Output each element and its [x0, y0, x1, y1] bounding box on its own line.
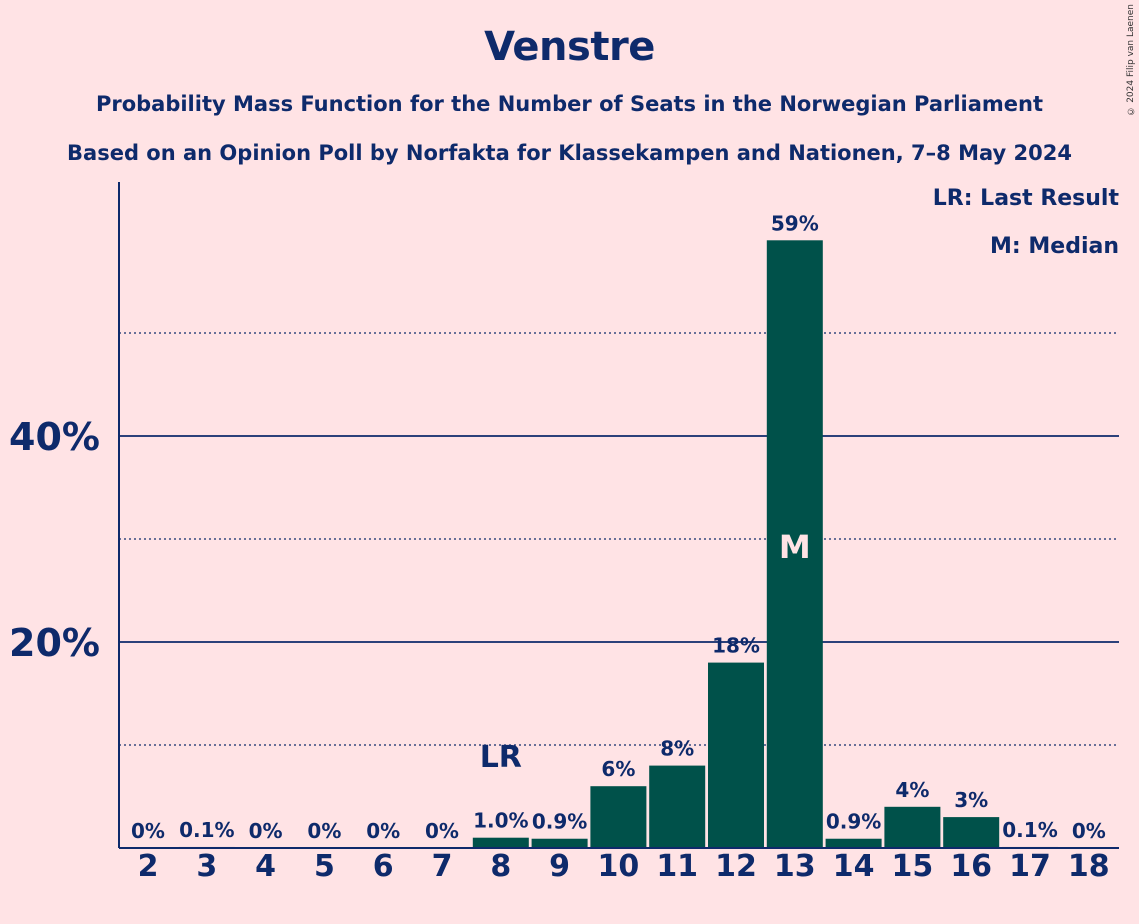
bar: [766, 240, 823, 849]
x-tick-label: 6: [373, 849, 394, 884]
bar: [708, 662, 764, 848]
bar: [531, 838, 588, 848]
bar-value-label: 0.1%: [1002, 818, 1057, 842]
bar-value-label: 0.9%: [532, 810, 587, 834]
x-tick-label: 9: [549, 849, 570, 884]
x-tick-label: 8: [490, 849, 511, 884]
x-tick-label: 18: [1068, 849, 1110, 884]
bar-value-label: 0%: [1072, 819, 1106, 843]
bar-value-label: 18%: [712, 634, 760, 658]
legend-median: M: Median: [990, 234, 1119, 259]
x-tick-label: 12: [715, 849, 757, 884]
x-tick-label: 10: [598, 849, 640, 884]
median-marker: M: [779, 528, 811, 566]
y-tick-label: 40%: [9, 415, 100, 459]
bar-value-label: 0%: [131, 819, 165, 843]
bar-value-label: 0%: [366, 819, 400, 843]
x-tick-label: 16: [950, 849, 992, 884]
last-result-marker: LR: [480, 740, 522, 775]
bar: [649, 765, 706, 848]
bar-value-label: 0.9%: [826, 810, 881, 834]
chart-source: Based on an Opinion Poll by Norfakta for…: [67, 141, 1072, 165]
x-tick-label: 3: [196, 849, 217, 884]
x-tick-label: 2: [138, 849, 159, 884]
bar: [825, 838, 882, 848]
x-tick-label: 7: [432, 849, 453, 884]
bar: [943, 817, 1000, 848]
chart-subtitle: Probability Mass Function for the Number…: [95, 92, 1044, 116]
x-tick-label: 5: [314, 849, 335, 884]
x-tick-label: 13: [774, 849, 816, 884]
x-tick-label: 11: [656, 849, 698, 884]
bar-value-label: 4%: [895, 778, 929, 802]
bar-value-label: 0%: [249, 819, 283, 843]
bar: [590, 786, 647, 848]
x-tick-label: 15: [892, 849, 934, 884]
bar-value-label: 6%: [601, 757, 635, 781]
x-tick-label: 4: [255, 849, 276, 884]
y-tick-label: 20%: [9, 621, 100, 665]
bar-value-label: 0%: [425, 819, 459, 843]
x-tick-label: 14: [833, 849, 875, 884]
chart-title: Venstre: [484, 24, 655, 70]
bar-value-label: 3%: [954, 788, 988, 812]
bar-value-label: 59%: [771, 211, 819, 235]
bar: [472, 837, 529, 848]
x-tick-label: 17: [1009, 849, 1051, 884]
bar-value-label: 8%: [660, 737, 694, 761]
bar-value-label: 0.1%: [179, 818, 234, 842]
legend-last-result: LR: Last Result: [932, 186, 1119, 211]
bar-value-label: 0%: [307, 819, 341, 843]
bar-value-label: 1.0%: [473, 809, 528, 833]
bar: [884, 806, 941, 848]
